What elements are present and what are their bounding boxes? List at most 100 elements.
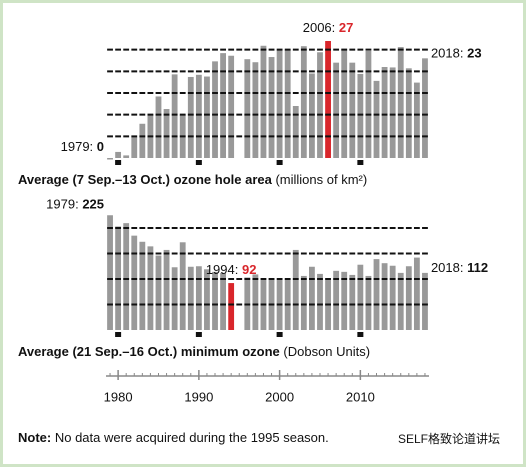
annotation-value: 92 (242, 263, 256, 278)
bar (171, 267, 178, 330)
annotation-value: 23 (467, 46, 481, 61)
watermark: SELF格致论道讲坛 (398, 431, 500, 446)
bar (123, 223, 130, 330)
bar (357, 264, 364, 330)
annotation: 2018: 23 (431, 46, 482, 61)
bar (131, 137, 138, 158)
annotation-label: 2018: (431, 260, 464, 275)
title-unit: (Dobson Units) (283, 344, 370, 359)
bar (204, 269, 210, 330)
bar (220, 272, 226, 330)
bar (373, 259, 380, 330)
bar (422, 58, 428, 159)
bar (300, 46, 307, 159)
bar (252, 62, 259, 158)
annotation: 2018: 112 (431, 260, 488, 275)
bar (381, 263, 388, 330)
bar (115, 151, 122, 158)
bar (292, 106, 299, 158)
title-main: Average (7 Sep.–13 Oct.) ozone hole area (18, 172, 273, 187)
chart-title: Average (21 Sep.–16 Oct.) minimum ozone … (18, 344, 370, 359)
bar (422, 272, 428, 330)
note-text: No data were acquired during the 1995 se… (55, 430, 329, 445)
bar (187, 266, 194, 330)
bar (381, 67, 388, 158)
bar (357, 73, 364, 158)
x-tick-mark (276, 160, 283, 165)
bar (139, 241, 146, 330)
bar (397, 47, 404, 158)
bar (405, 68, 412, 158)
watermark-bg (370, 428, 520, 452)
bar (373, 80, 380, 158)
bar (341, 271, 348, 330)
chart-title: Average (7 Sep.–13 Oct.) ozone hole area… (18, 172, 367, 187)
bar (333, 62, 340, 158)
annotation-value: 225 (82, 197, 104, 212)
bar (365, 275, 372, 330)
note-label: Note: (18, 430, 51, 445)
title-main: Average (21 Sep.–16 Oct.) minimum ozone (18, 344, 280, 359)
annotation-label: 2006: (303, 20, 336, 35)
annotation: 1979: 225 (46, 197, 104, 212)
bar (244, 59, 251, 159)
bar (147, 246, 154, 330)
annotation: 1994: 92 (206, 263, 257, 278)
bar (333, 270, 340, 330)
bar (405, 266, 412, 330)
bar (228, 55, 235, 158)
bar (155, 255, 162, 330)
bar (220, 53, 226, 159)
bar (204, 76, 210, 158)
x-tick-label: 1990 (184, 389, 213, 404)
bar (309, 266, 315, 330)
bar (341, 48, 348, 158)
bar (389, 67, 396, 158)
x-tick-mark (195, 332, 202, 337)
bar (123, 155, 130, 158)
x-tick-label: 2010 (346, 389, 375, 404)
annotation-label: 1979: (61, 139, 94, 154)
bar (413, 82, 420, 158)
bar (212, 271, 218, 330)
bar (397, 272, 404, 330)
bar (212, 61, 218, 158)
bar (195, 74, 202, 158)
annotation-label: 2018: (431, 46, 464, 61)
annotation: 2006: 27 (303, 20, 354, 35)
bar (300, 275, 307, 330)
bar (349, 274, 356, 330)
bar (309, 73, 315, 158)
x-tick-label: 2000 (265, 389, 294, 404)
bar (268, 57, 275, 158)
bar (284, 49, 291, 158)
bar (139, 123, 146, 158)
bar (276, 50, 283, 158)
annotation-value: 27 (339, 20, 353, 35)
bar (179, 242, 186, 330)
title-unit: (millions of km²) (275, 172, 367, 187)
bar (413, 257, 420, 330)
bar (325, 41, 331, 158)
bar (163, 249, 170, 330)
bar (195, 266, 202, 330)
bar (365, 50, 372, 158)
note: Note: No data were acquired during the 1… (18, 430, 329, 445)
x-tick-mark (195, 160, 202, 165)
bar (171, 74, 178, 158)
annotation-label: 1994: (206, 263, 239, 278)
annotation-label: 1979: (46, 197, 79, 212)
bar (155, 96, 162, 158)
bar (292, 249, 299, 330)
annotation-value: 0 (97, 139, 104, 154)
bar (317, 273, 323, 330)
bar (163, 109, 170, 158)
bar (131, 235, 138, 330)
bar (107, 215, 113, 330)
x-tick-mark (115, 332, 122, 337)
bar (260, 45, 267, 159)
x-tick-label: 1980 (104, 389, 133, 404)
x-tick-mark (357, 160, 364, 165)
x-tick-mark (276, 332, 283, 337)
